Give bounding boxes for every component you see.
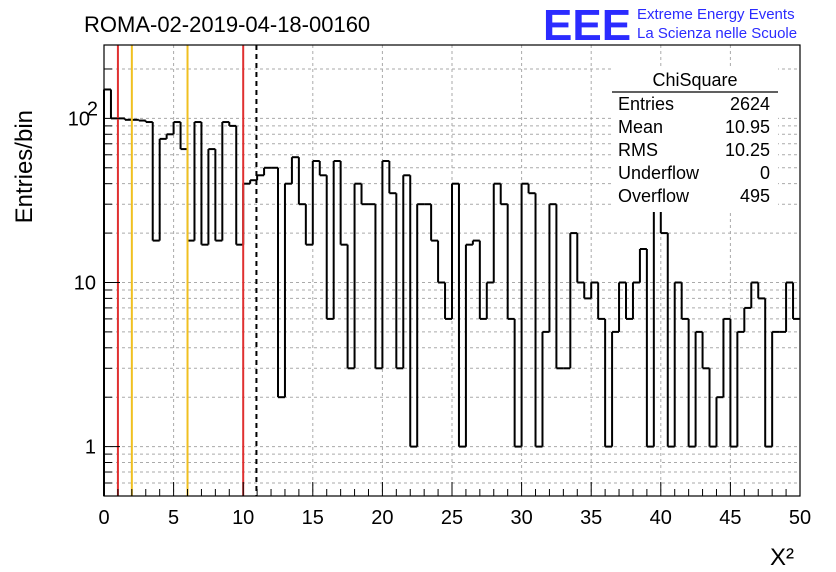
histogram xyxy=(103,88,800,496)
stats-label: Underflow xyxy=(618,163,700,183)
logo-line2: La Scienza nelle Scuole xyxy=(637,25,797,42)
x-tick-label: 25 xyxy=(441,507,463,529)
stats-label: Entries xyxy=(618,94,674,114)
y-axis-label: Entries/bin xyxy=(11,110,38,223)
y-tick-label: 10 xyxy=(74,272,96,294)
x-tick-label: 45 xyxy=(719,507,741,529)
y-tick-exponent: 2 xyxy=(87,98,98,120)
reference-lines xyxy=(116,45,258,496)
x-axis: 0 5 10 15 20 25 30 35 40 45 50 xyxy=(98,482,811,529)
stats-box: ChiSquare Entries 2624 Mean 10.95 RMS 10.25 Un… xyxy=(612,66,778,212)
x-tick-label: 15 xyxy=(302,507,324,529)
x-axis-label: X² xyxy=(770,544,794,571)
x-tick-label: 35 xyxy=(580,507,602,529)
x-tick-label: 0 xyxy=(98,507,109,529)
x-tick-label: 30 xyxy=(510,507,532,529)
stats-value: 10.95 xyxy=(725,117,770,137)
chart-title: ROMA-02-2019-04-18-00160 xyxy=(84,12,370,37)
stats-value: 2624 xyxy=(730,94,770,114)
stats-bg xyxy=(612,66,778,212)
stats-label: Mean xyxy=(618,117,663,137)
stats-label: Overflow xyxy=(618,186,690,206)
y-tick-label: 10 xyxy=(68,108,90,130)
stats-label: RMS xyxy=(618,140,658,160)
logo-line1: Extreme Energy Events xyxy=(637,6,795,23)
stats-value: 495 xyxy=(740,186,770,206)
stats-value: 0 xyxy=(760,163,770,183)
eee-logo: EEE Extreme Energy Events La Scienza nel… xyxy=(543,1,797,50)
y-tick-label: 1 xyxy=(85,437,96,459)
logo-mark: EEE xyxy=(543,1,631,50)
stats-title: ChiSquare xyxy=(652,70,737,90)
x-tick-label: 40 xyxy=(650,507,672,529)
x-tick-label: 20 xyxy=(371,507,393,529)
stats-value: 10.25 xyxy=(725,140,770,160)
x-tick-label: 5 xyxy=(168,507,179,529)
x-tick-label: 10 xyxy=(232,507,254,529)
x-tick-label: 50 xyxy=(789,507,811,529)
